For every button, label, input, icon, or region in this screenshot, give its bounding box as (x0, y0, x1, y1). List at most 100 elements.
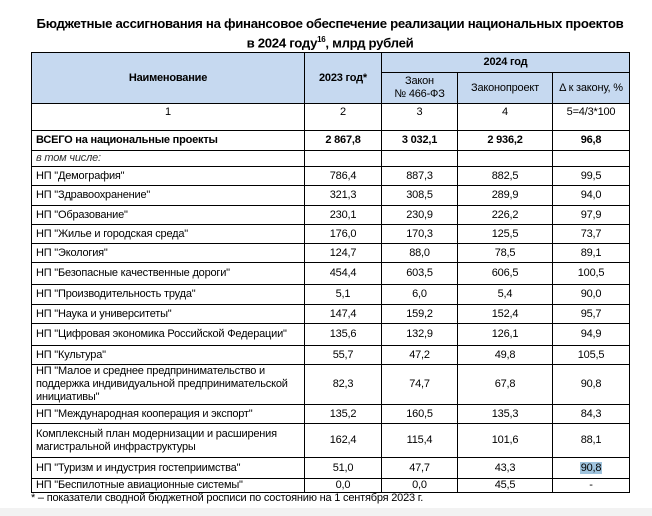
header-delta: Δ к закону, % (552, 72, 630, 104)
row-law: 47,7 (381, 457, 458, 479)
row-2023: 5,1 (304, 284, 382, 305)
footnote: * – показатели сводной бюджетной росписи… (31, 492, 424, 504)
row-draft: 43,3 (457, 457, 553, 479)
header-2023: 2023 год* (304, 52, 382, 104)
title-line-1: Бюджетные ассигнования на финансовое обе… (36, 16, 624, 31)
row-draft: 49,8 (457, 345, 553, 365)
row-name: НП "Производительность труда" (31, 284, 305, 305)
title-line-2: в 2024 году16, млрд рублей (0, 32, 652, 51)
empty-cell (304, 150, 382, 167)
row-2023: 230,1 (304, 205, 382, 225)
row-law: 6,0 (381, 284, 458, 305)
row-2023: 147,4 (304, 304, 382, 324)
row-name: НП "Жилье и городская среда" (31, 224, 305, 244)
col-number: 3 (381, 103, 458, 131)
total-delta: 96,8 (552, 130, 630, 151)
table-row: НП "Жилье и городская среда" 176,0 170,3 12… (31, 224, 630, 244)
row-name: НП "Образование" (31, 205, 305, 225)
empty-cell (552, 150, 630, 167)
row-delta: - (552, 478, 630, 493)
table-row: НП "Здравоохранение" 321,3 308,5 289,9 94,0 (31, 185, 630, 206)
row-name: НП "Цифровая экономика Российской Федера… (31, 323, 305, 346)
table-row: НП "Экология" 124,7 88,0 78,5 89,1 (31, 243, 630, 263)
row-delta: 90,8 (552, 457, 630, 479)
row-2023: 176,0 (304, 224, 382, 244)
row-draft: 606,5 (457, 262, 553, 285)
total-name: ВСЕГО на национальные проекты (31, 130, 305, 151)
row-name: НП "Экология" (31, 243, 305, 263)
row-name: НП "Международная кооперация и экспорт" (31, 404, 305, 424)
table-row: НП "Малое и среднее предпринимательство … (31, 364, 630, 405)
header-law: Закон № 466-ФЗ (381, 72, 458, 104)
title-text: в 2024 году (246, 35, 318, 51)
row-law: 230,9 (381, 205, 458, 225)
row-draft: 67,8 (457, 364, 553, 405)
row-name: НП "Малое и среднее предпринимательство … (31, 364, 305, 405)
row-draft: 882,5 (457, 166, 553, 186)
row-delta: 84,3 (552, 404, 630, 424)
row-name: НП "Беспилотные авиационные системы" (31, 478, 305, 493)
total-draft: 2 936,2 (457, 130, 553, 151)
row-name: НП "Наука и университеты" (31, 304, 305, 324)
total-2023: 2 867,8 (304, 130, 382, 151)
row-delta: 95,7 (552, 304, 630, 324)
col-number: 2 (304, 103, 382, 131)
row-draft: 152,4 (457, 304, 553, 324)
row-delta: 88,1 (552, 423, 630, 458)
col-number: 5=4/3*100 (552, 103, 630, 131)
table-row: НП "Демография" 786,4 887,3 882,5 99,5 (31, 166, 630, 186)
table-row: НП "Образование" 230,1 230,9 226,2 97,9 (31, 205, 630, 225)
budget-table: Наименование 2023 год* 2024 год Закон № 4… (31, 52, 630, 493)
row-delta: 94,9 (552, 323, 630, 346)
row-delta: 100,5 (552, 262, 630, 285)
row-law: 160,5 (381, 404, 458, 424)
row-law: 115,4 (381, 423, 458, 458)
header-name: Наименование (31, 52, 305, 104)
row-law: 170,3 (381, 224, 458, 244)
row-law: 603,5 (381, 262, 458, 285)
row-law: 47,2 (381, 345, 458, 365)
row-delta: 90,0 (552, 284, 630, 305)
row-draft: 101,6 (457, 423, 553, 458)
table-row: НП "Международная кооперация и экспорт" 1… (31, 404, 630, 424)
table-row: Комплексный план модернизации и расширен… (31, 423, 630, 458)
table-row: НП "Производительность труда" 5,1 6,0 5,4 90… (31, 284, 630, 305)
header-law-line2: № 466-ФЗ (394, 88, 445, 100)
row-delta: 73,7 (552, 224, 630, 244)
header-2024: 2024 год (381, 52, 630, 73)
row-law: 88,0 (381, 243, 458, 263)
total-law: 3 032,1 (381, 130, 458, 151)
highlighted-value: 90,8 (579, 461, 603, 474)
table-row: НП "Туризм и индустрия гостеприимства" 51… (31, 457, 630, 479)
table-row: НП "Наука и университеты" 147,4 159,2 152,4… (31, 304, 630, 324)
row-law: 74,7 (381, 364, 458, 405)
row-delta: 105,5 (552, 345, 630, 365)
row-law: 132,9 (381, 323, 458, 346)
row-draft: 5,4 (457, 284, 553, 305)
table-row: НП "Беспилотные авиационные системы" 0,0 0… (31, 478, 630, 493)
including-label: в том числе: (31, 150, 305, 167)
row-draft: 289,9 (457, 185, 553, 206)
row-2023: 162,4 (304, 423, 382, 458)
row-delta: 94,0 (552, 185, 630, 206)
row-name: НП "Туризм и индустрия гостеприимства" (31, 457, 305, 479)
row-name: НП "Культура" (31, 345, 305, 365)
row-2023: 135,2 (304, 404, 382, 424)
row-name: НП "Здравоохранение" (31, 185, 305, 206)
row-law: 0,0 (381, 478, 458, 493)
row-law: 887,3 (381, 166, 458, 186)
table-row: НП "Безопасные качественные дороги" 454,4… (31, 262, 630, 285)
col-number: 4 (457, 103, 553, 131)
row-2023: 135,6 (304, 323, 382, 346)
table-row: НП "Культура" 55,7 47,2 49,8 105,5 (31, 345, 630, 365)
row-delta: 97,9 (552, 205, 630, 225)
row-draft: 135,3 (457, 404, 553, 424)
row-law: 308,5 (381, 185, 458, 206)
total-row: ВСЕГО на национальные проекты 2 867,8 3 … (31, 130, 630, 151)
row-delta: 99,5 (552, 166, 630, 186)
row-delta: 89,1 (552, 243, 630, 263)
row-2023: 51,0 (304, 457, 382, 479)
header-law-line1: Закон (405, 75, 434, 87)
footnote-ref: 16 (317, 35, 326, 44)
page-bottom-band (0, 508, 652, 516)
